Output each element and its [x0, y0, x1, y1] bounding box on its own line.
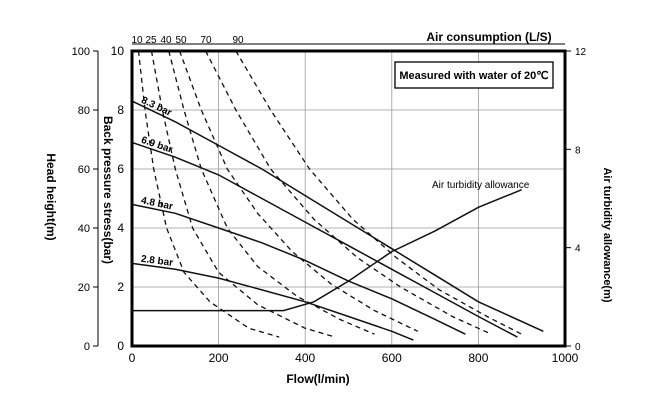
- series-line-5: [137, 50, 280, 338]
- tick-label-top: 10: [131, 35, 143, 46]
- plot-frame: [130, 49, 567, 348]
- series-line-1: [131, 141, 518, 338]
- tick-label-x: 600: [382, 351, 402, 365]
- tick-label-left-outer: 100: [72, 46, 90, 58]
- tick-label-x: 0: [129, 351, 136, 365]
- tick-label-left-inner: 2: [117, 280, 124, 294]
- tick-label-left-outer: 40: [78, 223, 90, 235]
- tick-label-x: 800: [468, 351, 488, 365]
- tick-label-left-inner: 8: [117, 103, 124, 117]
- tick-label-x: 200: [209, 351, 229, 365]
- tick-label-left-outer: 80: [78, 105, 90, 117]
- series-label-3: 2.8 bar: [140, 254, 174, 269]
- y-axis-right-title: Air turbidity allowance(m): [601, 167, 613, 302]
- series-line-3: [131, 262, 414, 341]
- tick-label-left-inner: 6: [117, 162, 124, 176]
- tick-label-top: 40: [160, 35, 172, 46]
- tick-label-left-inner: 10: [111, 44, 125, 58]
- y-axis-outer-title: Head height(m): [44, 153, 58, 240]
- tick-label-right: 0: [575, 342, 581, 353]
- series-label-1: 6.9 bar: [140, 135, 174, 156]
- tick-label-left-outer: 0: [84, 341, 90, 353]
- tick-label-left-outer: 20: [78, 282, 90, 294]
- series-line-7: [168, 50, 375, 335]
- tick-label-top: 25: [145, 35, 157, 46]
- tick-label-right: 8: [575, 145, 581, 156]
- series-line-8: [178, 50, 419, 332]
- series-line-0: [131, 100, 544, 332]
- frame-layer: [97, 43, 567, 348]
- tick-label-left-inner: 4: [117, 221, 124, 235]
- tick-label-left-outer: 60: [78, 164, 90, 176]
- series-line-6: [150, 50, 336, 338]
- x-axis-title: Flow(l/min): [286, 372, 349, 386]
- tick-label-left-inner: 0: [117, 339, 124, 353]
- tick-label-top: 70: [200, 35, 212, 46]
- series-line-10: [235, 50, 522, 335]
- note-text: Measured with water of 20℃: [399, 70, 548, 82]
- y-axis-inner-title: Back pressure stress(bar): [101, 116, 115, 264]
- tick-label-x: 400: [295, 351, 315, 365]
- tick-label-x: 1000: [552, 351, 579, 365]
- tick-label-right: 12: [575, 47, 587, 58]
- air-turbidity-annotation: Air turbidity allowance: [432, 180, 530, 191]
- tick-label-right: 4: [575, 244, 581, 255]
- series-line-9: [205, 50, 492, 335]
- top-axis-title: Air consumption (L/S): [426, 30, 551, 44]
- tick-label-top: 50: [175, 35, 187, 46]
- series-line-2: [131, 203, 466, 335]
- tick-label-top: 90: [232, 35, 244, 46]
- note-box: [394, 61, 554, 89]
